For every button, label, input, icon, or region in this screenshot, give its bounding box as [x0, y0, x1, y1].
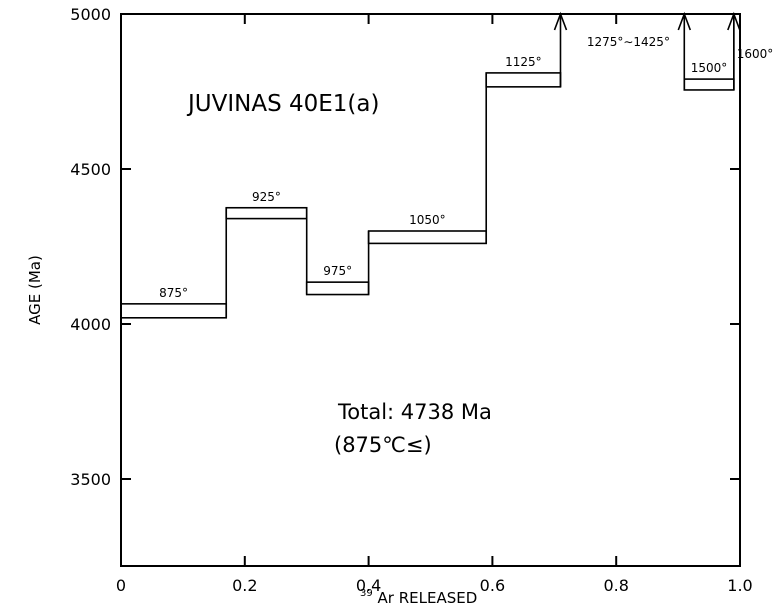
total-temperature-note: (875℃≤) [334, 433, 432, 457]
y-axis-title: AGE (Ma) [26, 255, 44, 325]
off-scale-arrow [553, 11, 568, 31]
x-axis-title: 39 Ar RELEASED [360, 582, 477, 607]
step-box [485, 72, 562, 88]
step-label: 925° [252, 190, 281, 204]
step-labels: 875° 925° 975° 1050° 1125° 1275°∼1425° 1500° 16… [159, 35, 773, 300]
x-axis-title-superscript: 39 [360, 588, 373, 599]
step-label: 1500° [691, 61, 728, 75]
plot-frame [120, 13, 741, 567]
step-label: 875° [159, 286, 188, 300]
y-tick-label: 4000 [70, 315, 111, 334]
y-tick-label: 3500 [70, 470, 111, 489]
off-scale-arrow [677, 11, 692, 31]
x-tick-label: 1.0 [727, 576, 752, 595]
x-tick-label: 0 [116, 576, 126, 595]
step-box [367, 230, 488, 245]
step-label: 1275°∼1425° [587, 35, 670, 49]
total-age-text: Total: 4738 Ma [337, 400, 492, 424]
y-tick-label: 4500 [70, 160, 111, 179]
y-tick-label: 5000 [70, 5, 111, 24]
y-tick-labels: 3500 4000 4500 5000 [70, 5, 111, 489]
step-box [305, 281, 370, 296]
step-label: 975° [323, 264, 352, 278]
x-tick-label: 0.2 [232, 576, 257, 595]
step-label: 1125° [505, 55, 542, 69]
step-label: 1600° [737, 47, 774, 61]
x-tick-label: 0.4 [356, 576, 381, 595]
x-tick-labels: 0 0.2 0.4 0.6 0.8 1.0 [116, 576, 753, 595]
step-box [683, 78, 735, 91]
x-tick-label: 0.8 [603, 576, 628, 595]
step-label: 1050° [409, 213, 446, 227]
x-tick-label: 0.6 [480, 576, 505, 595]
x-axis-title-main: Ar RELEASED [378, 589, 478, 607]
axis-ticks [120, 13, 741, 566]
step-box [120, 303, 228, 319]
sample-title: JUVINAS 40E1(a) [186, 91, 379, 117]
step-box [225, 206, 308, 220]
step-boxes [120, 11, 741, 319]
